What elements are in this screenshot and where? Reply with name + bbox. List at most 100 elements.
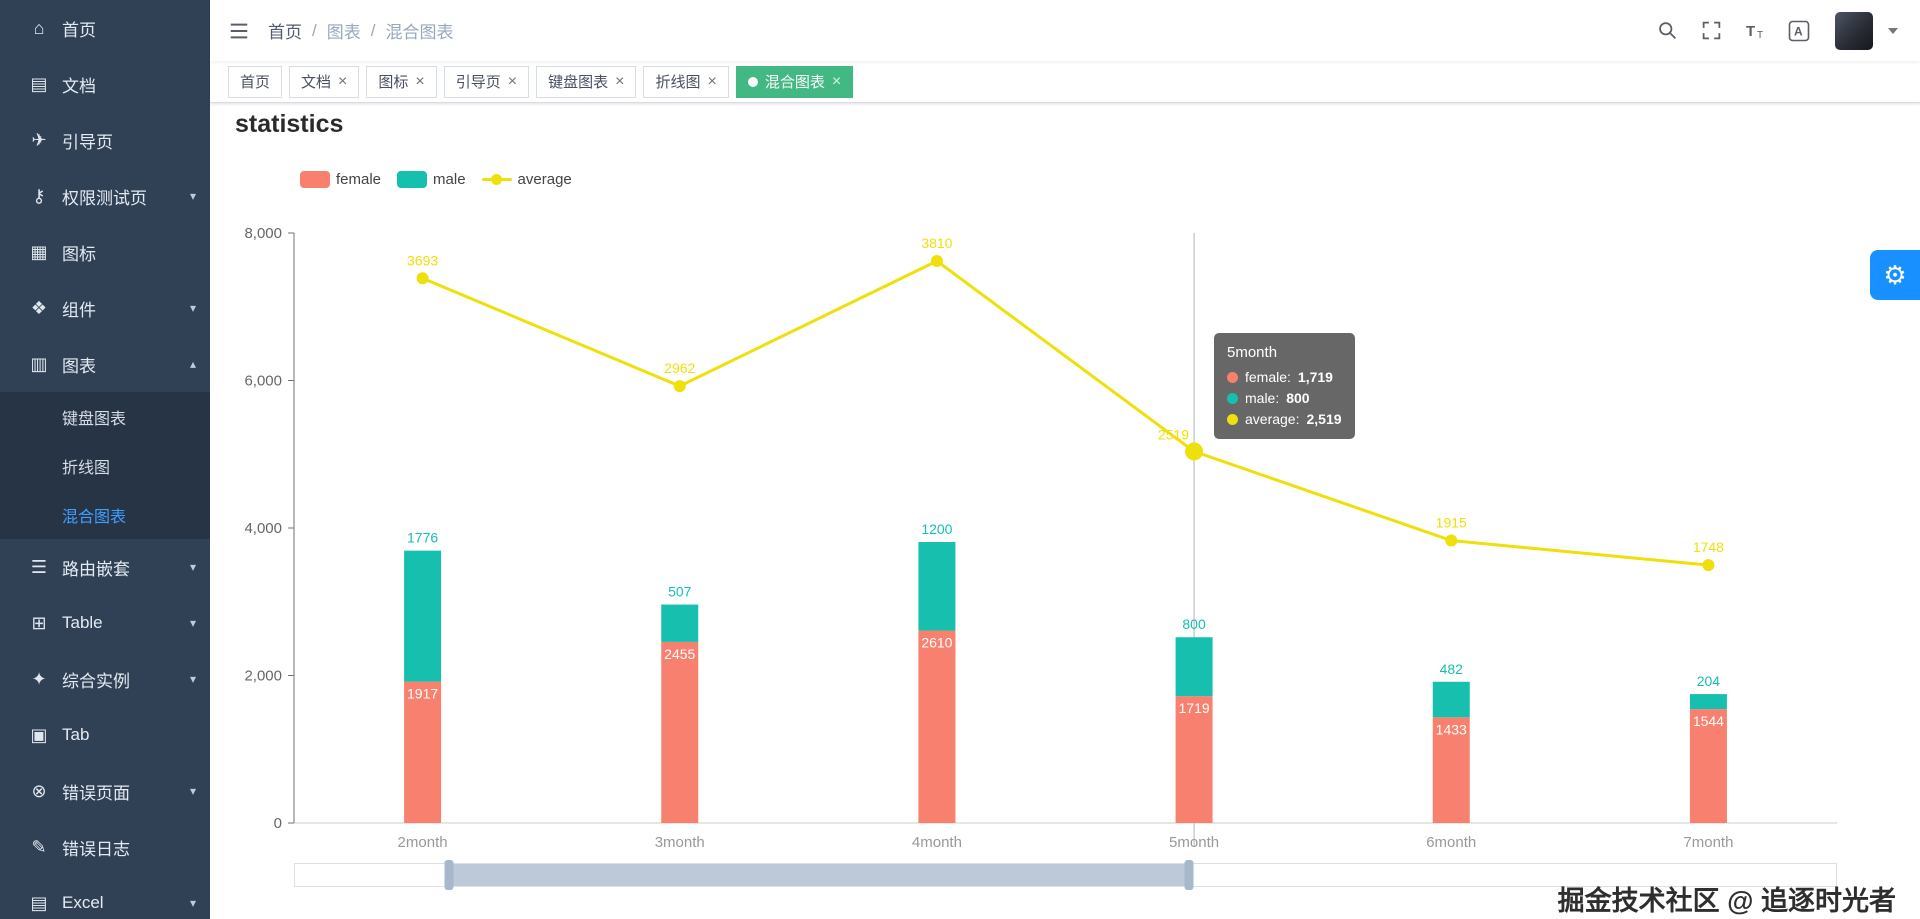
bar-label-male: 507 <box>668 584 692 600</box>
error-icon: ⊗ <box>31 780 47 801</box>
tag-折线图[interactable]: 折线图 × <box>643 65 729 98</box>
breadcrumb-item: 混合图表 <box>385 23 454 42</box>
average-point <box>930 255 943 268</box>
sidebar-item-icons[interactable]: ▦ 图标 <box>0 224 210 280</box>
tag-图标[interactable]: 图标 × <box>366 65 437 98</box>
tag-文档[interactable]: 文档 × <box>289 65 360 98</box>
sidebar-item-label: 错误日志 <box>62 839 130 859</box>
sidebar-submenu: 键盘图表折线图混合图表 <box>0 392 210 539</box>
breadcrumb-separator: / <box>370 20 376 40</box>
settings-button[interactable]: ⚙ <box>1870 250 1920 300</box>
sidebar-item-docs[interactable]: ▤ 文档 <box>0 56 210 112</box>
sidebar-item-label: 权限测试页 <box>62 188 147 208</box>
excel-icon: ▤ <box>30 892 48 913</box>
tag-close-icon[interactable]: × <box>507 72 518 90</box>
y-tick-label: 0 <box>274 815 282 832</box>
tag-close-icon[interactable]: × <box>831 72 842 90</box>
tag-键盘图表[interactable]: 键盘图表 × <box>536 65 637 98</box>
tag-close-icon[interactable]: × <box>415 72 425 90</box>
sidebar-item-error-log[interactable]: ✎ 错误日志 <box>0 819 210 875</box>
tag-label: 混合图表 <box>764 74 825 91</box>
bar-label-male: 204 <box>1697 673 1721 689</box>
legend-item-average[interactable]: average <box>481 171 572 188</box>
chevron-down-icon: ▾ <box>189 301 196 315</box>
bar-chart-icon: ▥ <box>30 353 48 374</box>
datazoom-handle-left[interactable] <box>444 860 454 890</box>
sidebar-item-label: 文档 <box>62 76 96 96</box>
tab-icon: ▣ <box>30 724 48 745</box>
tag-首页[interactable]: 首页 <box>228 65 283 98</box>
hamburger-icon[interactable] <box>210 0 268 61</box>
svg-text:T: T <box>1757 30 1763 41</box>
mixed-chart[interactable]: 0 2,000 4,000 6,000 8,000 2month 3month 4month 5… <box>210 103 1920 919</box>
bar-female <box>918 630 956 823</box>
search-icon[interactable] <box>1649 13 1685 49</box>
chevron-up-icon: ▴ <box>189 357 196 371</box>
sidebar-item-line-chart[interactable]: 折线图 <box>62 459 111 477</box>
average-point <box>1445 534 1458 547</box>
svg-text:T: T <box>1746 23 1755 40</box>
legend-label: average <box>517 171 572 188</box>
average-point <box>416 272 429 285</box>
legend-item-male[interactable]: male <box>397 171 466 188</box>
tag-label: 折线图 <box>655 74 701 91</box>
sidebar: ⌂ 首页 ▤ 文档 ✈ 引导页 ⚷ 权限测试页 ▾ ▦ 图标 ❖ 组件 ▾ ▥ 图表 ▴ 键盘图表 折线图 混合图表 ☰… <box>0 0 210 919</box>
sidebar-menu: ⌂ 首页 ▤ 文档 ✈ 引导页 ⚷ 权限测试页 ▾ ▦ 图标 ❖ 组件 ▾ ▥ 图表 ▴ 键盘图表 折线图 混合图表 ☰… <box>0 0 210 919</box>
average-point <box>673 380 686 393</box>
sidebar-item-charts[interactable]: ▥ 图表 ▴ <box>0 336 210 392</box>
bar-female <box>661 641 699 823</box>
bar-female <box>1175 696 1213 823</box>
chevron-down-icon: ▾ <box>189 560 196 574</box>
legend-item-female[interactable]: female <box>300 171 381 188</box>
chevron-down-icon: ▾ <box>189 896 196 910</box>
sidebar-item-excel[interactable]: ▤ Excel ▾ <box>0 875 210 919</box>
tag-close-icon[interactable]: × <box>615 72 625 90</box>
sidebar-item-home[interactable]: ⌂ 首页 <box>0 0 210 56</box>
tag-label: 键盘图表 <box>548 74 609 91</box>
sidebar-item-tab[interactable]: ▣ Tab <box>0 707 210 763</box>
sidebar-item-mixed-chart[interactable]: 混合图表 <box>62 508 127 526</box>
sidebar-item-components[interactable]: ❖ 组件 ▾ <box>0 280 210 336</box>
bar-female <box>1689 709 1727 823</box>
tag-引导页[interactable]: 引导页 × <box>443 65 530 98</box>
sidebar-item-table[interactable]: ⊞ Table ▾ <box>0 595 210 651</box>
sidebar-item-example[interactable]: ✦ 综合实例 ▾ <box>0 651 210 707</box>
datazoom-handle-right[interactable] <box>1184 860 1194 890</box>
datazoom-window[interactable] <box>449 864 1189 886</box>
language-icon[interactable]: A <box>1781 13 1817 49</box>
breadcrumb-item[interactable]: 首页 <box>268 23 302 42</box>
tag-混合图表[interactable]: 混合图表 × <box>735 65 854 98</box>
sidebar-item-guide[interactable]: ✈ 引导页 <box>0 112 210 168</box>
sidebar-item-keyboard-chart[interactable]: 键盘图表 <box>62 410 127 428</box>
bar-label-female: 1544 <box>1693 713 1724 729</box>
breadcrumb: 首页 / 图表 / 混合图表 <box>268 18 453 43</box>
sidebar-item-label: 引导页 <box>62 132 113 152</box>
sidebar-item-label: 图标 <box>62 244 96 264</box>
sidebar-item-label: Excel <box>62 893 104 912</box>
x-tick-label: 6month <box>1426 834 1476 851</box>
sidebar-item-nested-routes[interactable]: ☰ 路由嵌套 ▾ <box>0 539 210 595</box>
bar-female <box>1432 717 1470 823</box>
average-label: 3693 <box>407 252 438 268</box>
sidebar-item-error-pages[interactable]: ⊗ 错误页面 ▾ <box>0 763 210 819</box>
app-main: statistics female male average 0 2,000 4,000… <box>210 103 1920 919</box>
caret-down-icon[interactable] <box>1888 27 1898 34</box>
fullscreen-icon[interactable] <box>1693 13 1729 49</box>
datazoom-slider[interactable] <box>294 860 1837 890</box>
guide-icon: ✈ <box>31 129 47 150</box>
lock-icon: ⚷ <box>32 185 46 206</box>
tag-close-icon[interactable]: × <box>338 72 348 90</box>
y-tick-label: 4,000 <box>244 520 282 537</box>
tag-close-icon[interactable]: × <box>707 72 717 90</box>
average-label: 2519 <box>1158 426 1189 442</box>
gear-icon: ⚙ <box>1883 260 1907 290</box>
sidebar-item-permission[interactable]: ⚷ 权限测试页 ▾ <box>0 168 210 224</box>
avatar[interactable] <box>1835 11 1873 50</box>
legend-label: male <box>433 171 466 188</box>
legend-swatch <box>300 171 330 188</box>
legend-line-swatch <box>481 171 512 188</box>
breadcrumb-item: 图表 <box>326 23 361 42</box>
